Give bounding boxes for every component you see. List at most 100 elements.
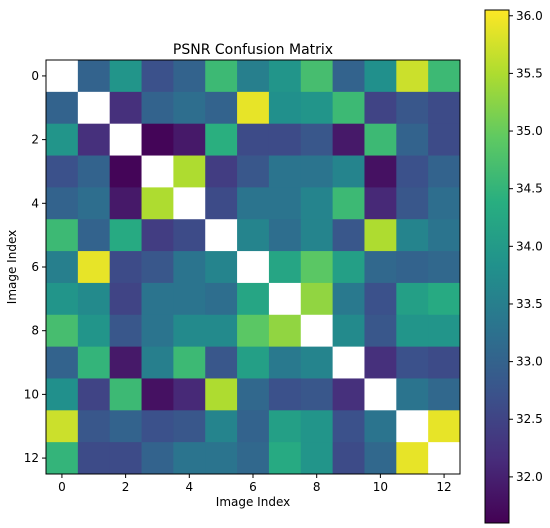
heatmap-cell	[237, 314, 270, 348]
colorbar-tick-label: 33.0	[516, 355, 543, 369]
heatmap-cell	[237, 251, 270, 284]
heatmap-cell	[332, 219, 365, 252]
heatmap-cell	[300, 410, 334, 443]
y-tick-label: 6	[31, 260, 39, 274]
heatmap-cell	[46, 282, 79, 316]
heatmap-cell	[332, 282, 365, 316]
heatmap-cell	[428, 346, 461, 379]
heatmap-cell	[77, 219, 111, 252]
heatmap-cell	[268, 410, 302, 443]
heatmap-cell	[109, 282, 142, 316]
heatmap-cell	[173, 282, 206, 316]
heatmap-cell	[237, 187, 270, 220]
heatmap-cell	[109, 314, 142, 348]
heatmap-cell	[109, 60, 142, 93]
heatmap-cell	[173, 251, 206, 284]
heatmap-cell	[173, 155, 206, 188]
heatmap-cell	[364, 155, 397, 188]
heatmap-cell	[396, 155, 429, 188]
heatmap-cell	[173, 442, 206, 475]
heatmap-cell	[268, 282, 302, 316]
heatmap-cell	[77, 378, 111, 411]
heatmap-cell	[205, 123, 238, 156]
heatmap-cell	[428, 123, 461, 156]
colorbar-tick-label: 34.0	[516, 239, 543, 253]
heatmap-cell	[109, 123, 142, 156]
heatmap-cell	[364, 187, 397, 220]
heatmap-cell	[141, 442, 174, 475]
heatmap-cell	[109, 346, 142, 379]
heatmap-cell	[364, 346, 397, 379]
heatmap-cell	[428, 442, 461, 475]
colorbar-tick-label: 33.5	[516, 297, 543, 311]
heatmap-cell	[46, 346, 79, 379]
heatmap-cell	[77, 410, 111, 443]
heatmap-cell	[77, 155, 111, 188]
heatmap-cell	[141, 155, 174, 188]
heatmap-cell	[77, 442, 111, 475]
heatmap-cell	[237, 346, 270, 379]
heatmap-cell	[428, 155, 461, 188]
heatmap-cell	[364, 410, 397, 443]
heatmap-cell	[396, 282, 429, 316]
colorbar-tick-label: 32.5	[516, 412, 543, 426]
colorbar-tick-label: 32.0	[516, 470, 543, 484]
heatmap-cell	[109, 378, 142, 411]
heatmap-cell	[300, 219, 334, 252]
heatmap-cell	[268, 187, 302, 220]
heatmap-cell	[268, 251, 302, 284]
heatmap-cell	[141, 251, 174, 284]
colorbar	[484, 9, 510, 524]
heatmap-cell	[46, 219, 79, 252]
heatmap-cell	[77, 187, 111, 220]
heatmap-cell	[332, 378, 365, 411]
heatmap-cell	[364, 442, 397, 475]
heatmap-cell	[109, 91, 142, 125]
heatmap-cell	[237, 378, 270, 411]
heatmap-cell	[46, 378, 79, 411]
heatmap-cell	[300, 282, 334, 316]
x-axis-ticks: 0 2 4 6 8 10 12	[58, 474, 452, 494]
heatmap-cell	[109, 251, 142, 284]
heatmap-cell	[332, 155, 365, 188]
heatmap-cell	[46, 155, 79, 188]
heatmap-cell	[268, 378, 302, 411]
heatmap-cell	[268, 123, 302, 156]
heatmap-cell	[428, 314, 461, 348]
x-tick-label: 12	[436, 480, 451, 494]
y-tick-label: 0	[31, 69, 39, 83]
heatmap-cell	[141, 378, 174, 411]
heatmap-cells	[46, 60, 461, 475]
y-tick-label: 4	[31, 196, 39, 210]
heatmap-cell	[268, 442, 302, 475]
heatmap-cell	[300, 123, 334, 156]
heatmap-cell	[237, 91, 270, 125]
heatmap-cell	[173, 91, 206, 125]
heatmap-cell	[205, 346, 238, 379]
heatmap-cell	[364, 251, 397, 284]
x-tick-label: 4	[185, 480, 193, 494]
heatmap-cell	[300, 346, 334, 379]
heatmap-cell	[300, 378, 334, 411]
heatmap-cell	[332, 442, 365, 475]
heatmap-cell	[173, 378, 206, 411]
heatmap-cell	[300, 60, 334, 93]
heatmap-cell	[428, 187, 461, 220]
heatmap-cell	[205, 187, 238, 220]
heatmap-cell	[173, 123, 206, 156]
heatmap-cell	[364, 91, 397, 125]
heatmap-cell	[237, 282, 270, 316]
heatmap-cell	[428, 378, 461, 411]
heatmap-cell	[77, 91, 111, 125]
heatmap-cell	[332, 91, 365, 125]
heatmap-cell	[332, 346, 365, 379]
heatmap-cell	[428, 410, 461, 443]
heatmap-cell	[141, 410, 174, 443]
heatmap-cell	[77, 123, 111, 156]
heatmap-cell	[46, 187, 79, 220]
heatmap-cell	[205, 282, 238, 316]
heatmap-cell	[205, 314, 238, 348]
heatmap-cell	[268, 314, 302, 348]
heatmap-cell	[300, 442, 334, 475]
heatmap-cell	[77, 60, 111, 93]
